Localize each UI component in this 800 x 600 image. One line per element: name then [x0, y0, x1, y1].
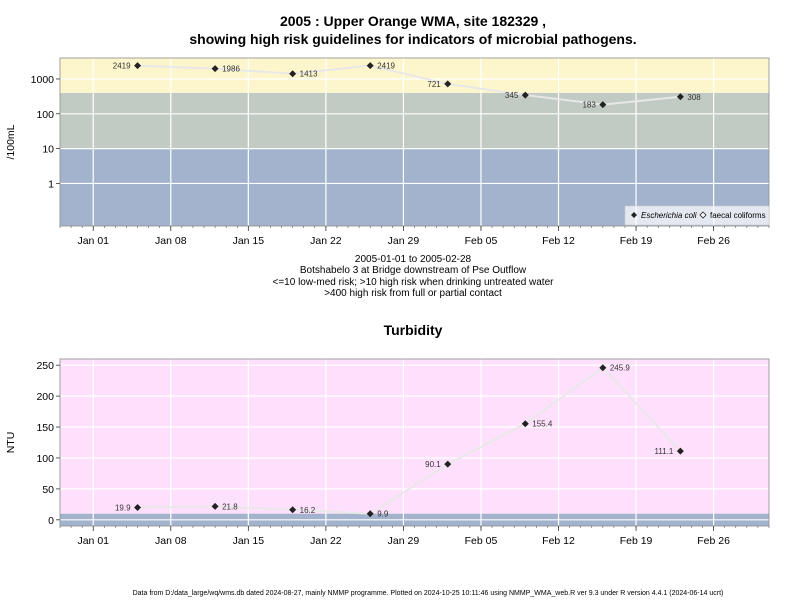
- y-tick-label: 10: [42, 144, 54, 156]
- x-tick-label: Jan 22: [310, 535, 342, 547]
- x-tick-label: Jan 29: [388, 235, 420, 247]
- x-tick-label: Jan 08: [155, 535, 187, 547]
- x-tick-label: Jan 08: [155, 235, 187, 247]
- y-tick-label: 250: [36, 360, 54, 372]
- band-1: [60, 359, 769, 514]
- data-point-marker: [521, 420, 529, 428]
- data-label: 90.1: [425, 460, 441, 469]
- legend-marker-filled-diamond-icon: [631, 212, 637, 218]
- data-label: 21.8: [222, 502, 238, 511]
- y-axis-label: /100mL: [5, 124, 17, 159]
- y-tick-label: 100: [36, 453, 54, 465]
- y-tick-label: 0: [48, 515, 54, 527]
- series-line-0: [137, 64, 681, 106]
- chart1-title-line1: 2005 : Upper Orange WMA, site 182329 ,: [280, 13, 546, 29]
- data-point-marker: [599, 364, 607, 372]
- data-point-marker: [366, 62, 374, 70]
- x-tick-label: Feb 05: [465, 535, 498, 547]
- chart2-panel: Jan 01 Jan 08 Jan 15 Jan 22 Jan 29 Feb 05 Feb …: [5, 358, 770, 547]
- chart1-caption-4: >400 high risk from full or partial cont…: [324, 288, 502, 299]
- data-point-marker: [444, 460, 452, 468]
- chart1-caption-1: 2005-01-01 to 2005-02-28: [355, 254, 472, 265]
- x-tick-label: Jan 15: [233, 535, 265, 547]
- data-label: 155.4: [532, 420, 553, 429]
- data-point-marker: [676, 93, 684, 101]
- data-point-marker: [366, 510, 374, 518]
- x-tick-label: Feb 12: [542, 235, 575, 247]
- data-label: 9.9: [377, 510, 389, 519]
- data-point-marker: [676, 447, 684, 455]
- chart1-legend: Escherichia coli faecal coliforms: [624, 205, 770, 226]
- chart1-caption-2: Botshabelo 3 at Bridge downstream of Pse…: [300, 265, 527, 276]
- data-point-marker: [211, 65, 219, 73]
- x-tick-label: Jan 22: [310, 235, 342, 247]
- data-point-marker: [289, 70, 297, 78]
- chart1-title-line2: showing high risk guidelines for indicat…: [189, 31, 636, 47]
- data-label: 1413: [300, 70, 318, 79]
- band-1: [60, 92, 769, 149]
- data-point-marker: [444, 80, 452, 88]
- data-point-marker: [134, 62, 142, 70]
- data-point-marker: [521, 91, 529, 99]
- x-tick-label: Feb 05: [465, 235, 498, 247]
- data-point-marker: [289, 506, 297, 514]
- chart2-title: Turbidity: [384, 322, 443, 338]
- x-tick-label: Feb 19: [620, 535, 653, 547]
- data-point-marker: [134, 504, 142, 512]
- data-label: 183: [582, 101, 596, 110]
- data-point-marker: [211, 502, 219, 510]
- data-label: 308: [687, 93, 701, 102]
- series-line-0: [137, 366, 682, 515]
- x-tick-label: Jan 15: [233, 235, 265, 247]
- y-tick-label: 150: [36, 422, 54, 434]
- x-tick-label: Feb 12: [542, 535, 575, 547]
- data-label: 2419: [113, 62, 131, 71]
- data-label: 345: [505, 91, 519, 100]
- data-label: 16.2: [300, 506, 316, 515]
- y-axis-label: NTU: [5, 432, 17, 454]
- legend-label-e-coli: Escherichia coli: [641, 211, 697, 220]
- y-tick-label: 1: [48, 178, 54, 190]
- legend-label-faecal-coliforms: faecal coliforms: [710, 211, 766, 220]
- y-tick-label: 100: [36, 109, 54, 121]
- x-tick-label: Jan 01: [77, 235, 109, 247]
- x-tick-label: Jan 29: [388, 535, 420, 547]
- y-tick-label: 200: [36, 391, 54, 403]
- y-tick-label: 1000: [31, 74, 55, 86]
- y-tick-label: 50: [42, 484, 54, 496]
- x-tick-label: Jan 01: [77, 535, 109, 547]
- data-label: 111.1: [655, 447, 674, 456]
- data-label: 19.9: [115, 504, 131, 513]
- footer-note: Data from D:/data_large/wq/wms.db dated …: [133, 590, 724, 597]
- chart1-caption-3: <=10 low-med risk; >10 high risk when dr…: [273, 277, 555, 288]
- data-label: 721: [427, 80, 441, 89]
- data-point-marker: [599, 101, 607, 109]
- x-tick-label: Feb 19: [620, 235, 653, 247]
- x-tick-label: Feb 26: [697, 235, 730, 247]
- data-label: 245.9: [610, 364, 631, 373]
- data-label: 2419: [377, 62, 395, 71]
- data-label: 1986: [222, 65, 240, 74]
- legend-marker-open-diamond-icon: [699, 211, 707, 219]
- legend-box: [624, 205, 770, 226]
- x-tick-label: Feb 26: [697, 535, 730, 547]
- chart1-panel: Jan 01 Jan 08 Jan 15 Jan 22 Jan 29 Feb 05 Feb …: [5, 57, 770, 247]
